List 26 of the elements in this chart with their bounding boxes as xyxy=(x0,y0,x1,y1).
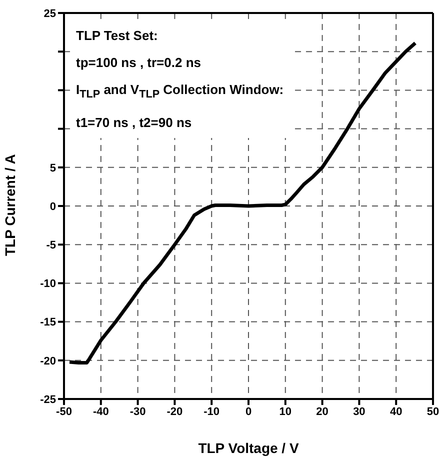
x-tick-label: 10 xyxy=(279,406,292,418)
x-tick-label: 50 xyxy=(426,406,440,418)
y-tick-label: -5 xyxy=(46,240,56,252)
line-series xyxy=(68,41,418,364)
y-tick-label: -25 xyxy=(40,394,56,406)
x-tick-label: -10 xyxy=(204,406,220,418)
x-tick-label: -30 xyxy=(130,406,146,418)
x-tick-label: -20 xyxy=(166,406,183,418)
y-tick-label: -15 xyxy=(40,316,56,329)
x-tick-label: 0 xyxy=(245,406,252,418)
annotation: t1=70 ns , t2=90 ns xyxy=(76,114,193,132)
y-tick-label: 5 xyxy=(50,162,56,174)
annotation: I$_{TLP}$ and V$_{TLP}$ Collection Window: xyxy=(76,81,284,103)
annotation: tp=100 ns , tr=0.2 ns xyxy=(76,54,202,72)
y-tick-label: -20 xyxy=(40,355,56,368)
x-tick-label: 30 xyxy=(353,406,366,418)
x-tick-label: 40 xyxy=(390,406,402,418)
y-axis-title: TLP Current / A xyxy=(2,154,18,256)
y-tick-label: 25 xyxy=(44,8,56,20)
x-tick-label: 20 xyxy=(316,406,328,418)
x-tick-label: -40 xyxy=(92,406,109,418)
x-axis-title: TLP Voltage / V xyxy=(198,440,300,456)
y-tick-label: -10 xyxy=(40,278,56,290)
x-tick-label: -50 xyxy=(56,406,72,418)
y-tick-label: 0 xyxy=(50,200,56,213)
annotation: TLP Test Set: xyxy=(76,27,159,45)
